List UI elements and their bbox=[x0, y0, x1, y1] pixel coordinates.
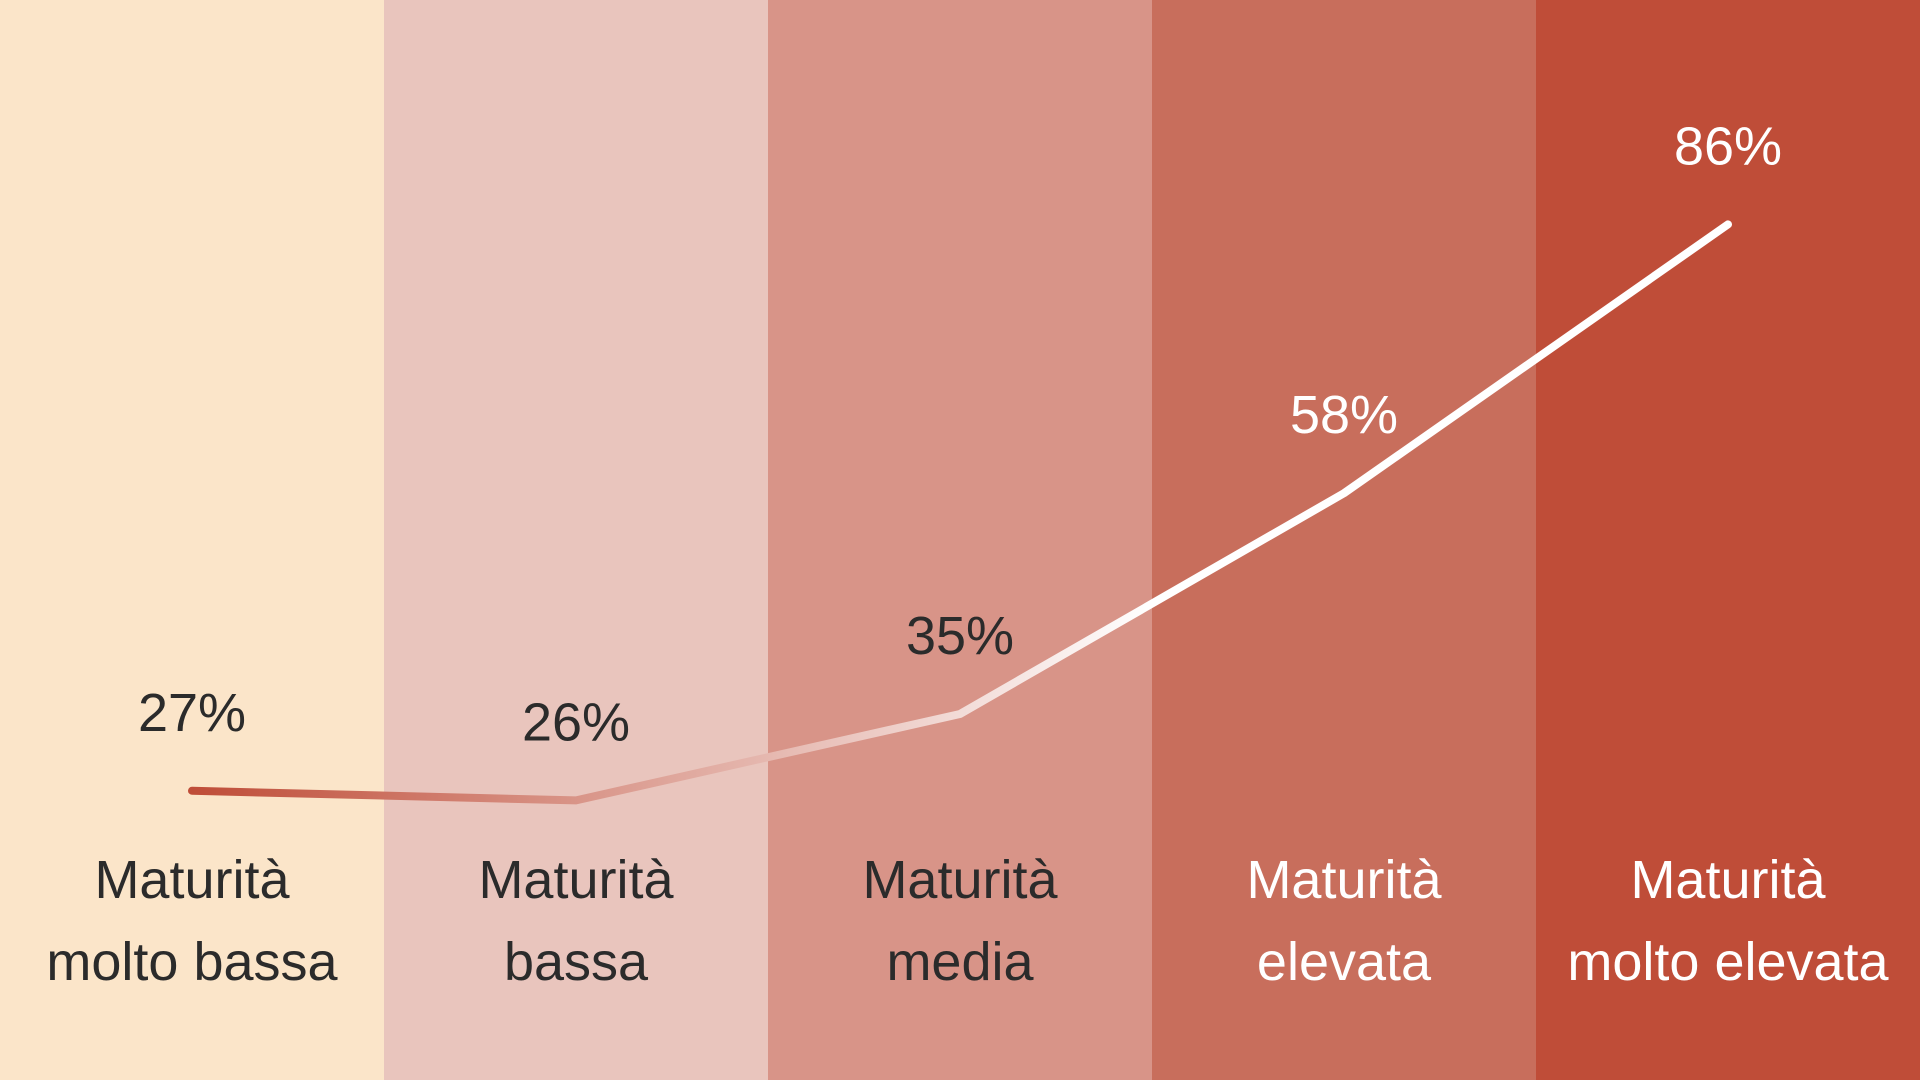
category-label-line: Maturità bbox=[94, 850, 290, 910]
value-labels: 27% 26% 35% 58% 86% bbox=[138, 116, 1782, 752]
value-label-2: 26% bbox=[522, 692, 630, 752]
category-label-line: molto elevata bbox=[1567, 932, 1889, 992]
category-label-5: Maturità molto elevata bbox=[1567, 850, 1889, 992]
value-label-3: 35% bbox=[906, 606, 1014, 666]
category-label-line: Maturità bbox=[1630, 850, 1826, 910]
category-band-1 bbox=[0, 0, 385, 1080]
value-label-1: 27% bbox=[138, 683, 246, 743]
category-band-2 bbox=[384, 0, 769, 1080]
series-group bbox=[188, 220, 1732, 805]
category-label-1: Maturità molto bassa bbox=[46, 850, 338, 992]
category-label-2: Maturità bassa bbox=[478, 850, 674, 992]
category-band-3 bbox=[768, 0, 1153, 1080]
category-label-4: Maturità elevata bbox=[1246, 850, 1442, 992]
category-label-line: media bbox=[886, 932, 1034, 992]
category-label-line: bassa bbox=[504, 932, 649, 992]
category-label-line: Maturità bbox=[1246, 850, 1442, 910]
series-line bbox=[188, 220, 1732, 805]
category-label-line: Maturità bbox=[478, 850, 674, 910]
category-label-3: Maturità media bbox=[862, 850, 1058, 992]
category-label-line: Maturità bbox=[862, 850, 1058, 910]
category-band-4 bbox=[1152, 0, 1537, 1080]
category-label-line: molto bassa bbox=[46, 932, 338, 992]
value-label-5: 86% bbox=[1674, 116, 1782, 176]
value-label-4: 58% bbox=[1290, 385, 1398, 445]
category-band-5 bbox=[1536, 0, 1920, 1080]
category-label-line: elevata bbox=[1257, 932, 1432, 992]
